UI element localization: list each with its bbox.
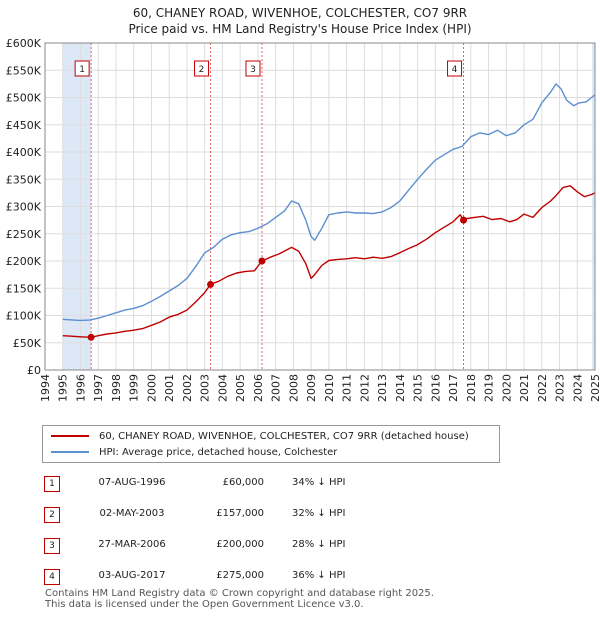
hpi-line <box>62 83 596 322</box>
x-tick-label: 2024 <box>571 374 584 402</box>
sale-number-badge: 3 <box>44 538 60 554</box>
y-tick-label: £250K <box>6 228 42 241</box>
sale-hpi-diff: 32% ↓ HPI <box>292 508 346 519</box>
sale-date: 02-MAY-2003 <box>99 508 165 519</box>
footer-line-1: Contains HM Land Registry data © Crown c… <box>45 588 434 599</box>
sale-row: 2 02-MAY-2003 £157,000 32% ↓ HPI <box>42 503 542 534</box>
x-tick-label: 2009 <box>305 374 318 402</box>
sale-date: 07-AUG-1996 <box>98 477 166 488</box>
x-tick-label: 2005 <box>234 374 247 402</box>
x-tick-label: 1998 <box>110 374 123 402</box>
sale-point <box>207 280 215 288</box>
x-tick-label: 2011 <box>341 374 354 402</box>
sale-hpi-diff: 28% ↓ HPI <box>292 539 346 550</box>
sale-number-label: 3 <box>250 65 256 75</box>
chart-legend: 60, CHANEY ROAD, WIVENHOE, COLCHESTER, C… <box>42 425 500 463</box>
x-tick-label: 2001 <box>163 374 176 402</box>
x-tick-label: 2025 <box>589 374 600 402</box>
sale-price: £60,000 <box>222 477 264 488</box>
sale-row: 4 03-AUG-2017 £275,000 36% ↓ HPI <box>42 565 542 596</box>
sale-row: 1 07-AUG-1996 £60,000 34% ↓ HPI <box>42 472 542 503</box>
sale-number-label: 4 <box>452 65 458 75</box>
x-tick-label: 1996 <box>74 374 87 402</box>
x-tick-label: 2007 <box>270 374 283 402</box>
x-tick-label: 1997 <box>92 374 105 402</box>
sale-point <box>258 257 266 265</box>
y-tick-label: £300K <box>6 201 42 214</box>
y-tick-label: £500K <box>6 92 42 105</box>
x-tick-label: 2000 <box>145 374 158 402</box>
price-chart: 1 2 3 4 £0 £50K £100K £150K £200K £250K £300K £350… <box>6 37 600 402</box>
y-tick-label: £200K <box>6 255 42 268</box>
x-tick-label: 1994 <box>39 374 52 402</box>
sale-hpi-diff: 36% ↓ HPI <box>292 570 346 581</box>
sale-date: 27-MAR-2006 <box>98 539 166 550</box>
legend-swatch-property <box>51 435 89 437</box>
x-tick-label: 1995 <box>57 374 70 402</box>
sale-number-box <box>447 60 463 77</box>
sale-price: £275,000 <box>216 570 264 581</box>
y-tick-label: £400K <box>6 146 42 159</box>
x-tick-label: 2013 <box>376 374 389 402</box>
x-tick-label: 2014 <box>394 374 407 402</box>
x-tick-label: 1999 <box>128 374 141 402</box>
x-tick-label: 2012 <box>358 374 371 402</box>
x-tick-label: 2006 <box>252 374 265 402</box>
sale-point <box>460 216 468 224</box>
sale-number-box <box>245 60 261 77</box>
sale-number-badge: 1 <box>44 476 60 492</box>
x-tick-label: 2023 <box>554 374 567 402</box>
legend-label-hpi: HPI: Average price, detached house, Colc… <box>99 446 338 458</box>
sale-hpi-diff: 34% ↓ HPI <box>292 477 346 488</box>
sale-row: 3 27-MAR-2006 £200,000 28% ↓ HPI <box>42 534 542 565</box>
x-tick-label: 2019 <box>483 374 496 402</box>
x-tick-label: 2002 <box>181 374 194 402</box>
price-paid-line <box>62 185 596 338</box>
sale-number-badge: 2 <box>44 507 60 523</box>
y-tick-label: £50K <box>13 337 42 350</box>
legend-item-hpi: HPI: Average price, detached house, Colc… <box>51 444 337 460</box>
sale-number-label: 1 <box>79 65 85 75</box>
y-tick-label: £450K <box>6 119 42 132</box>
sale-point <box>87 333 95 341</box>
y-tick-label: £0 <box>27 364 41 377</box>
chart-title-line1: 60, CHANEY ROAD, WIVENHOE, COLCHESTER, C… <box>132 6 468 20</box>
x-tick-label: 2016 <box>429 374 442 402</box>
y-tick-label: £600K <box>6 37 42 50</box>
sale-number-label: 2 <box>199 65 205 75</box>
x-tick-label: 2003 <box>199 374 212 402</box>
sale-date: 03-AUG-2017 <box>98 570 166 581</box>
y-tick-label: £550K <box>6 64 42 77</box>
x-tick-label: 2008 <box>287 374 300 402</box>
legend-swatch-hpi <box>51 451 89 453</box>
sales-table: 1 07-AUG-1996 £60,000 34% ↓ HPI 2 02-MAY… <box>42 472 542 596</box>
x-tick-label: 2018 <box>465 374 478 402</box>
legend-label-property: 60, CHANEY ROAD, WIVENHOE, COLCHESTER, C… <box>99 430 469 442</box>
sale-number-box <box>74 60 90 77</box>
x-tick-label: 2017 <box>447 374 460 402</box>
chart-title-line2: Price paid vs. HM Land Registry's House … <box>128 22 472 36</box>
footer-line-2: This data is licensed under the Open Gov… <box>45 599 364 610</box>
sale-price: £200,000 <box>216 539 264 550</box>
footer-attribution: Contains HM Land Registry data © Crown c… <box>45 588 434 610</box>
x-tick-label: 2004 <box>216 374 229 402</box>
legend-item-property: 60, CHANEY ROAD, WIVENHOE, COLCHESTER, C… <box>51 428 469 444</box>
sale-price: £157,000 <box>216 508 264 519</box>
plot-frame <box>44 42 596 371</box>
x-tick-label: 2021 <box>518 374 531 402</box>
sale-number-box <box>194 60 210 77</box>
sale-number-badge: 4 <box>44 569 60 585</box>
y-tick-label: £100K <box>6 310 42 323</box>
x-tick-label: 2022 <box>536 374 549 402</box>
y-tick-label: £150K <box>6 282 42 295</box>
x-tick-label: 2010 <box>323 374 336 402</box>
y-tick-label: £350K <box>6 173 42 186</box>
x-tick-label: 2020 <box>500 374 513 402</box>
x-tick-label: 2015 <box>412 374 425 402</box>
